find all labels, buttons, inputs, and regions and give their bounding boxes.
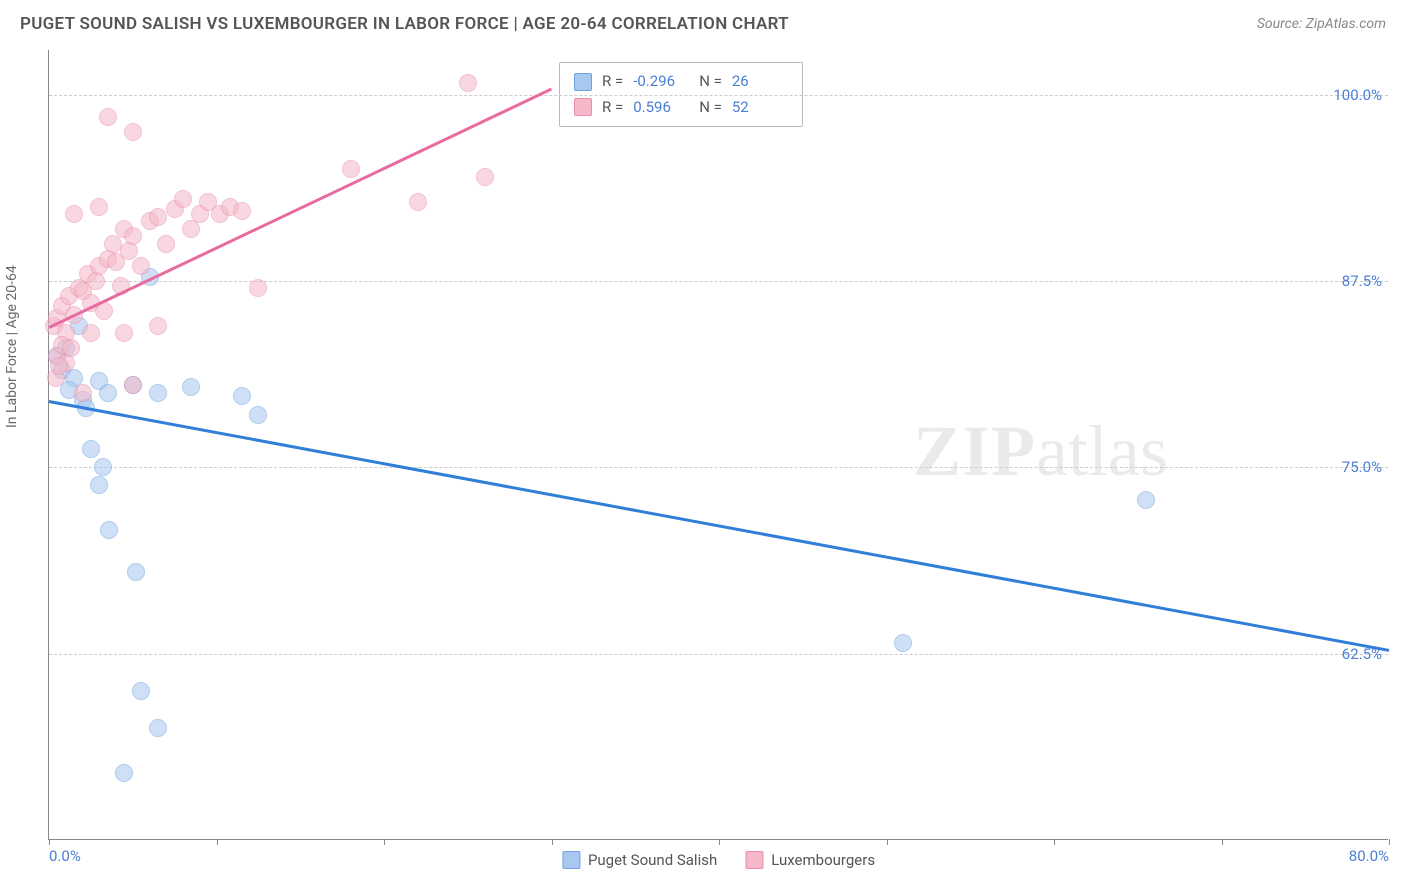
gridline (49, 95, 1388, 96)
x-tick (552, 839, 553, 845)
x-tick (1054, 839, 1055, 845)
x-tick (719, 839, 720, 845)
data-point (127, 563, 145, 581)
x-tick (217, 839, 218, 845)
gridline (49, 467, 1388, 468)
data-point (100, 521, 118, 539)
series-legend: Puget Sound Salish Luxembourgers (562, 851, 875, 869)
r-value: 0.596 (633, 95, 689, 121)
n-value: 52 (732, 95, 788, 121)
data-point (124, 376, 142, 394)
stats-legend-row: R = -0.296 N = 26 (574, 69, 788, 95)
legend-item: Puget Sound Salish (562, 851, 717, 869)
legend-item: Luxembourgers (745, 851, 875, 869)
data-point (99, 384, 117, 402)
data-point (233, 387, 251, 405)
data-point (94, 458, 112, 476)
data-point (249, 279, 267, 297)
data-point (894, 634, 912, 652)
r-label: R = (602, 69, 623, 95)
gridline (49, 281, 1388, 282)
legend-label: Puget Sound Salish (588, 851, 717, 869)
data-point (249, 406, 267, 424)
data-point (115, 324, 133, 342)
scatter-chart: ZIPatlas R =-0.296N =26R =0.596N =52 Pug… (48, 50, 1388, 840)
data-point (182, 378, 200, 396)
y-axis-label: In Labor Force | Age 20-64 (4, 265, 20, 428)
legend-swatch (562, 851, 580, 869)
data-point (82, 324, 100, 342)
trend-line (48, 87, 552, 328)
x-tick (887, 839, 888, 845)
data-point (342, 160, 360, 178)
data-point (74, 384, 92, 402)
x-tick-label: 0.0% (49, 847, 81, 865)
watermark: ZIPatlas (913, 410, 1168, 493)
data-point (459, 74, 477, 92)
x-tick (1389, 839, 1390, 845)
data-point (409, 193, 427, 211)
x-tick (1222, 839, 1223, 845)
r-label: R = (602, 95, 623, 121)
stats-legend-row: R = 0.596 N = 52 (574, 95, 788, 121)
n-value: 26 (732, 69, 788, 95)
y-tick-label: 87.5% (1342, 272, 1382, 290)
data-point (124, 123, 142, 141)
legend-swatch (574, 98, 592, 116)
data-point (233, 202, 251, 220)
data-point (1137, 491, 1155, 509)
data-point (124, 227, 142, 245)
data-point (90, 476, 108, 494)
legend-label: Luxembourgers (771, 851, 875, 869)
data-point (174, 190, 192, 208)
gridline (49, 654, 1388, 655)
chart-title: PUGET SOUND SALISH VS LUXEMBOURGER IN LA… (20, 14, 789, 34)
data-point (132, 682, 150, 700)
x-tick (49, 839, 50, 845)
n-label: N = (699, 69, 722, 95)
data-point (99, 108, 117, 126)
legend-swatch (574, 73, 592, 91)
y-tick-label: 75.0% (1342, 458, 1382, 476)
data-point (132, 257, 150, 275)
x-tick-label: 80.0% (1349, 847, 1389, 865)
n-label: N = (699, 95, 722, 121)
data-point (476, 168, 494, 186)
legend-swatch (745, 851, 763, 869)
data-point (65, 205, 83, 223)
y-tick-label: 100.0% (1333, 86, 1382, 104)
data-point (62, 339, 80, 357)
data-point (149, 384, 167, 402)
data-point (82, 440, 100, 458)
data-point (149, 317, 167, 335)
trend-line (49, 400, 1389, 651)
data-point (157, 235, 175, 253)
data-point (104, 235, 122, 253)
x-tick (384, 839, 385, 845)
source-attribution: Source: ZipAtlas.com (1257, 16, 1386, 32)
data-point (149, 719, 167, 737)
data-point (50, 357, 68, 375)
data-point (115, 764, 133, 782)
data-point (149, 208, 167, 226)
r-value: -0.296 (633, 69, 689, 95)
data-point (90, 198, 108, 216)
